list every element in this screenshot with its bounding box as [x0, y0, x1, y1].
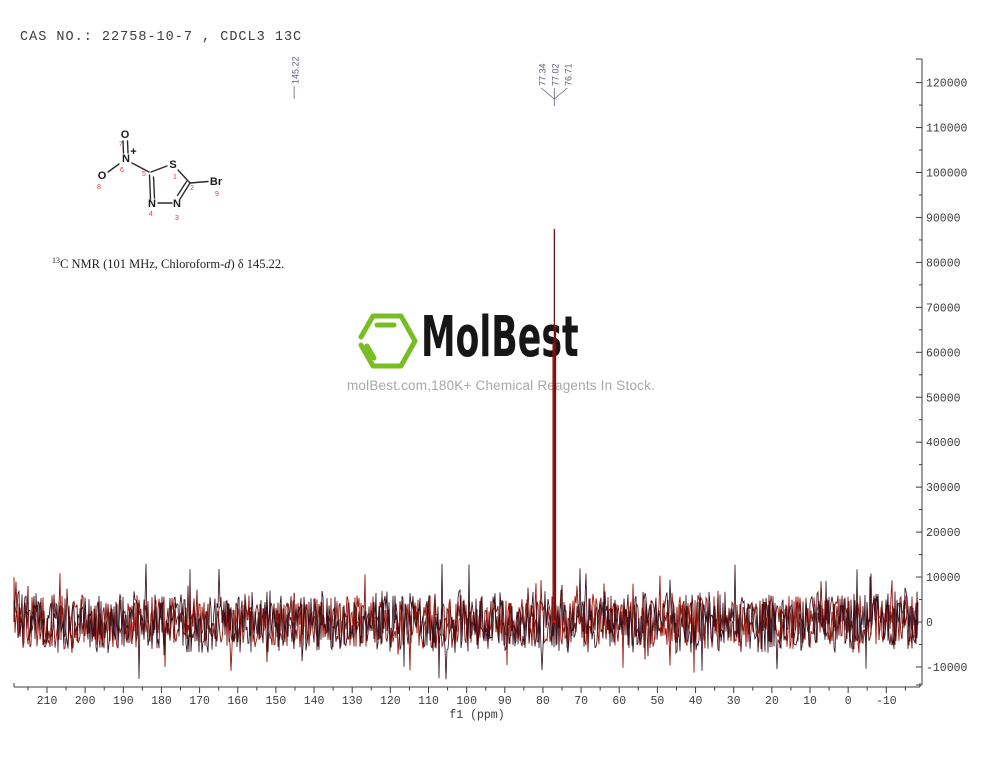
svg-text:50: 50	[650, 695, 664, 708]
svg-text:30000: 30000	[926, 482, 961, 495]
svg-text:210: 210	[37, 695, 58, 708]
svg-text:O: O	[98, 170, 107, 182]
svg-text:80: 80	[536, 695, 550, 708]
svg-text:80000: 80000	[926, 257, 961, 270]
peak-annotations: 145.22 77.34 77.02 76.71	[291, 56, 573, 106]
svg-text:9: 9	[215, 191, 219, 198]
svg-text:S: S	[169, 159, 176, 171]
svg-text:110: 110	[418, 695, 439, 708]
svg-text:150: 150	[266, 695, 287, 708]
svg-text:145.22: 145.22	[291, 56, 301, 84]
svg-text:76.71: 76.71	[563, 63, 573, 86]
nmr-assignment-caption: 13C NMR (101 MHz, Chloroform-d) δ 145.22…	[52, 256, 284, 272]
svg-text:90000: 90000	[926, 212, 961, 225]
svg-text:180: 180	[151, 695, 172, 708]
svg-text:0: 0	[926, 617, 933, 630]
caption-post: ) δ 145.22.	[230, 257, 285, 272]
svg-text:+: +	[130, 146, 136, 158]
svg-text:N: N	[173, 198, 181, 210]
svg-text:20000: 20000	[926, 527, 961, 540]
svg-text:10000: 10000	[926, 572, 961, 585]
svg-text:30: 30	[727, 695, 741, 708]
svg-text:6: 6	[120, 167, 124, 174]
x-axis: 210 200 190 180 170 160 150 140 130 120 110 100 90 80…	[13, 683, 921, 722]
svg-text:50000: 50000	[926, 392, 961, 405]
svg-text:110000: 110000	[926, 123, 968, 136]
svg-text:170: 170	[189, 695, 210, 708]
svg-text:40000: 40000	[926, 437, 961, 450]
svg-text:160: 160	[227, 695, 248, 708]
svg-text:-10: -10	[876, 695, 897, 708]
svg-text:60: 60	[612, 695, 626, 708]
isotope-superscript: 13	[52, 256, 60, 265]
svg-text:3: 3	[175, 215, 179, 222]
svg-text:N: N	[122, 153, 130, 165]
svg-text:40: 40	[689, 695, 703, 708]
svg-text:f1 (ppm): f1 (ppm)	[449, 709, 504, 722]
svg-text:5: 5	[142, 171, 146, 178]
cas-title: CAS NO.: 22758-10-7 , CDCL3 13C	[20, 30, 303, 45]
svg-text:100: 100	[456, 695, 477, 708]
svg-text:7: 7	[119, 141, 123, 148]
peak-lines	[293, 228, 557, 623]
svg-text:-10000: -10000	[926, 662, 968, 675]
svg-text:70000: 70000	[926, 302, 961, 315]
svg-text:140: 140	[304, 695, 325, 708]
svg-text:77.34: 77.34	[537, 63, 547, 86]
svg-text:20: 20	[765, 695, 779, 708]
svg-text:120000: 120000	[926, 78, 968, 91]
svg-text:1: 1	[173, 174, 177, 181]
svg-text:130: 130	[342, 695, 363, 708]
svg-text:8: 8	[97, 184, 101, 191]
svg-text:60000: 60000	[926, 347, 961, 360]
caption-pre: C NMR (101 MHz, Chloroform-	[60, 257, 225, 272]
svg-text:4: 4	[149, 211, 153, 218]
svg-text:190: 190	[113, 695, 134, 708]
baseline-noise-trace	[13, 563, 919, 680]
molecule-atom-numbers: 1 2 3 4 5 6 7 8 9	[97, 141, 219, 222]
svg-text:77.02: 77.02	[550, 63, 560, 86]
svg-text:N: N	[148, 198, 156, 210]
svg-text:90: 90	[498, 695, 512, 708]
molecule-bonds	[107, 140, 209, 204]
caption-solvent-italic: d	[224, 257, 231, 272]
svg-text:120: 120	[380, 695, 401, 708]
svg-text:Br: Br	[210, 176, 223, 188]
svg-text:O: O	[121, 129, 130, 141]
svg-text:100000: 100000	[926, 168, 968, 181]
svg-text:70: 70	[574, 695, 588, 708]
y-axis: 1200001100001000009000080000700006000050…	[916, 58, 968, 686]
svg-text:10: 10	[803, 695, 817, 708]
svg-text:0: 0	[845, 695, 852, 708]
svg-text:200: 200	[75, 695, 96, 708]
svg-text:2: 2	[190, 185, 194, 192]
